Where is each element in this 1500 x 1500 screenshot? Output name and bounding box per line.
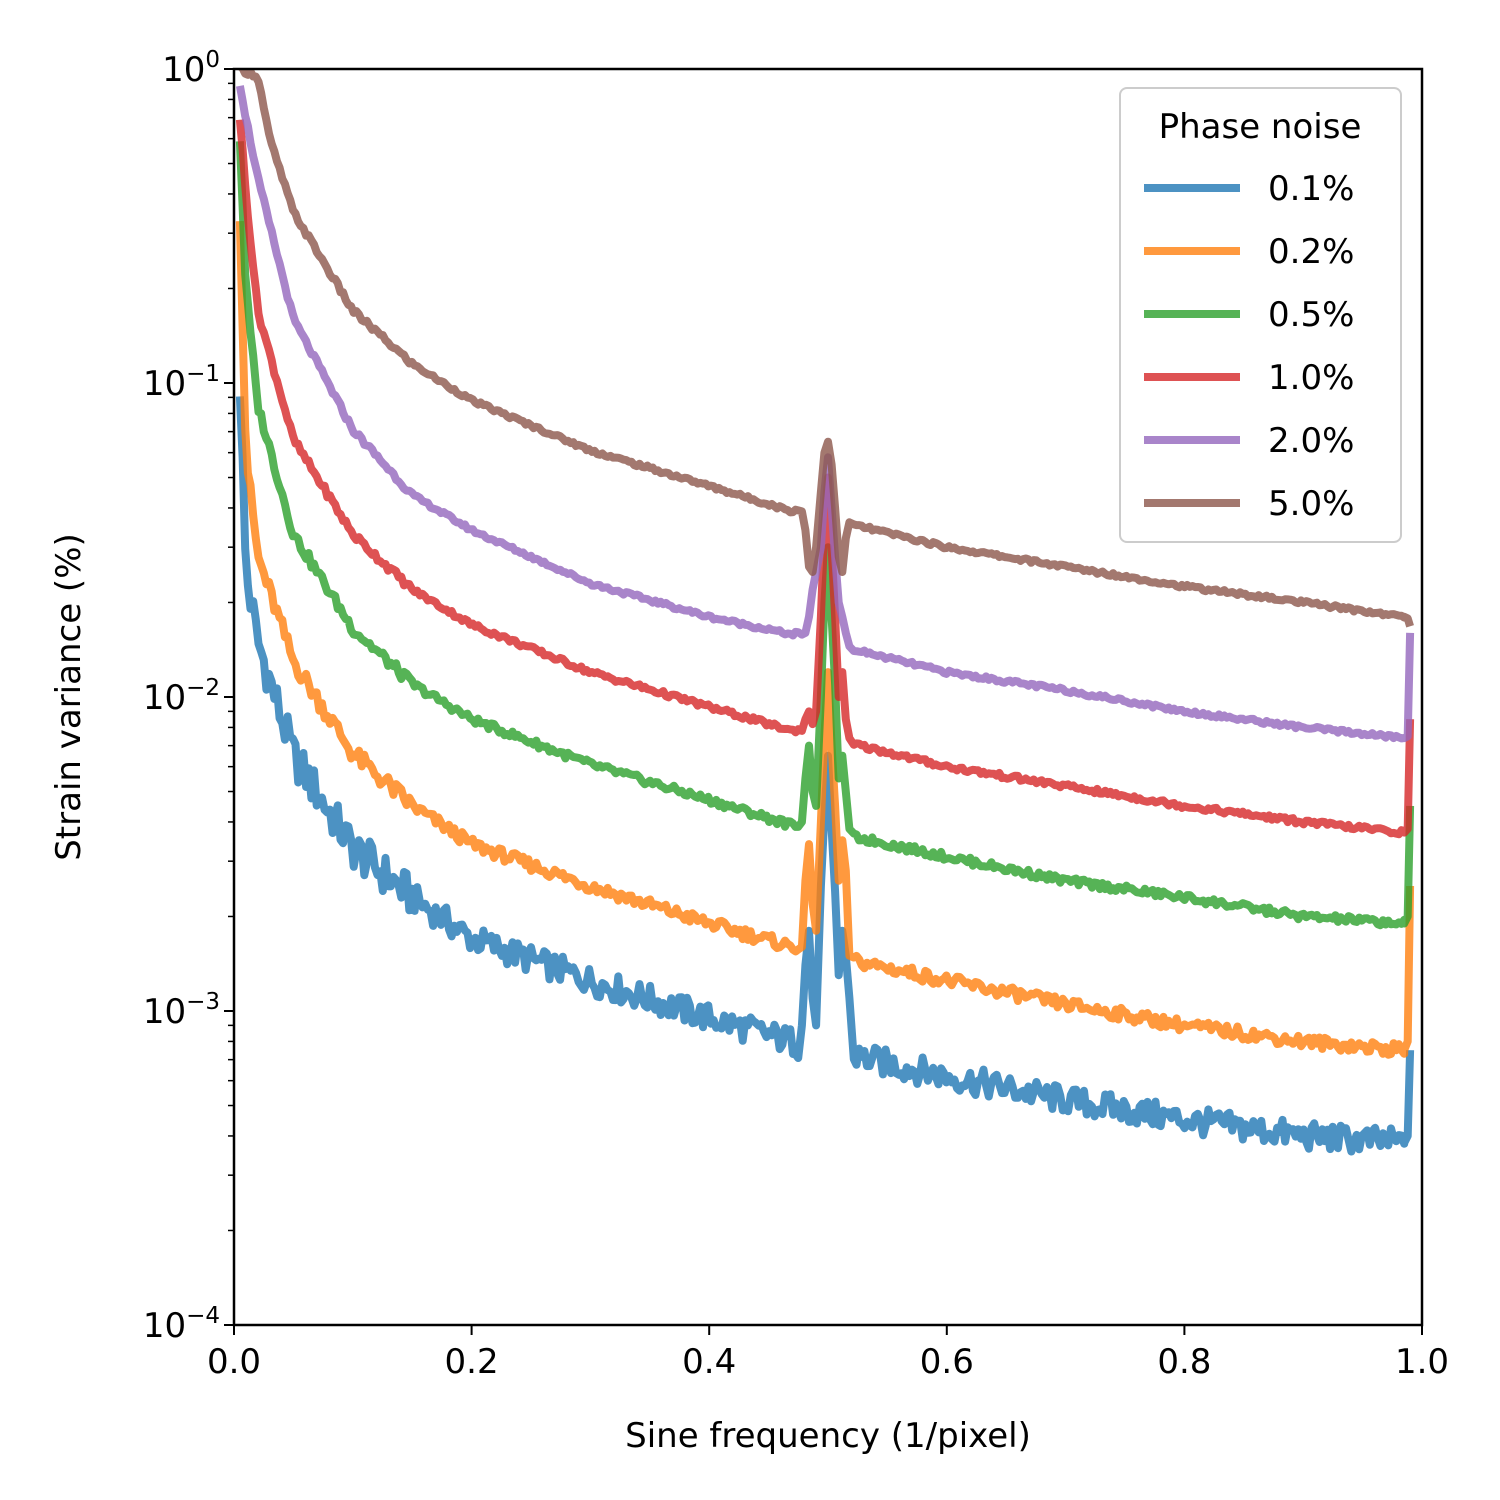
x-tick-label: 1.0 [1395,1342,1449,1382]
x-tick-label: 0.8 [1157,1342,1211,1382]
y-tick-base: 10 [143,992,186,1032]
y-tick-exponent: −1 [186,361,220,387]
y-tick-exponent: −4 [186,1303,220,1329]
legend-label: 0.2% [1268,232,1354,272]
y-tick-label: 10−4 [143,1303,220,1346]
y-tick-base: 10 [143,1306,186,1346]
x-tick-label: 0.4 [682,1342,736,1382]
y-tick-exponent: −3 [186,989,220,1015]
y-tick-label: 10−2 [143,675,220,718]
y-axis-label: Strain variance (%) [49,533,89,861]
y-tick-label: 10−3 [143,989,220,1032]
legend-label: 0.5% [1268,295,1354,335]
legend-title: Phase noise [1159,107,1362,147]
series-line-0.2% [235,220,1415,1059]
legend-label: 0.1% [1268,169,1354,209]
x-axis-label: Sine frequency (1/pixel) [625,1416,1031,1456]
y-tick-exponent: 0 [205,47,220,73]
x-tick-label: 0.0 [207,1342,261,1382]
legend-label: 5.0% [1268,484,1354,524]
legend-label: 1.0% [1268,358,1354,398]
legend-label: 2.0% [1268,421,1354,461]
y-tick-exponent: −2 [186,675,220,701]
y-tick-base: 10 [143,678,186,718]
y-tick-label: 100 [162,47,220,90]
y-tick-base: 10 [162,50,205,90]
y-tick-label: 10−1 [143,361,220,404]
x-tick-label: 0.2 [445,1342,499,1382]
y-tick-base: 10 [143,364,186,404]
series-line-5.0% [237,69,1414,628]
legend: Phase noise 0.1% 0.2% 0.5% 1.0% 2.0% 5.0% [1119,87,1402,543]
legend-box [1119,87,1402,543]
x-axis: 0.0 0.2 0.4 0.6 0.8 1.0 [207,1325,1449,1382]
x-tick-label: 0.6 [920,1342,974,1382]
series-layer [235,69,1415,1156]
